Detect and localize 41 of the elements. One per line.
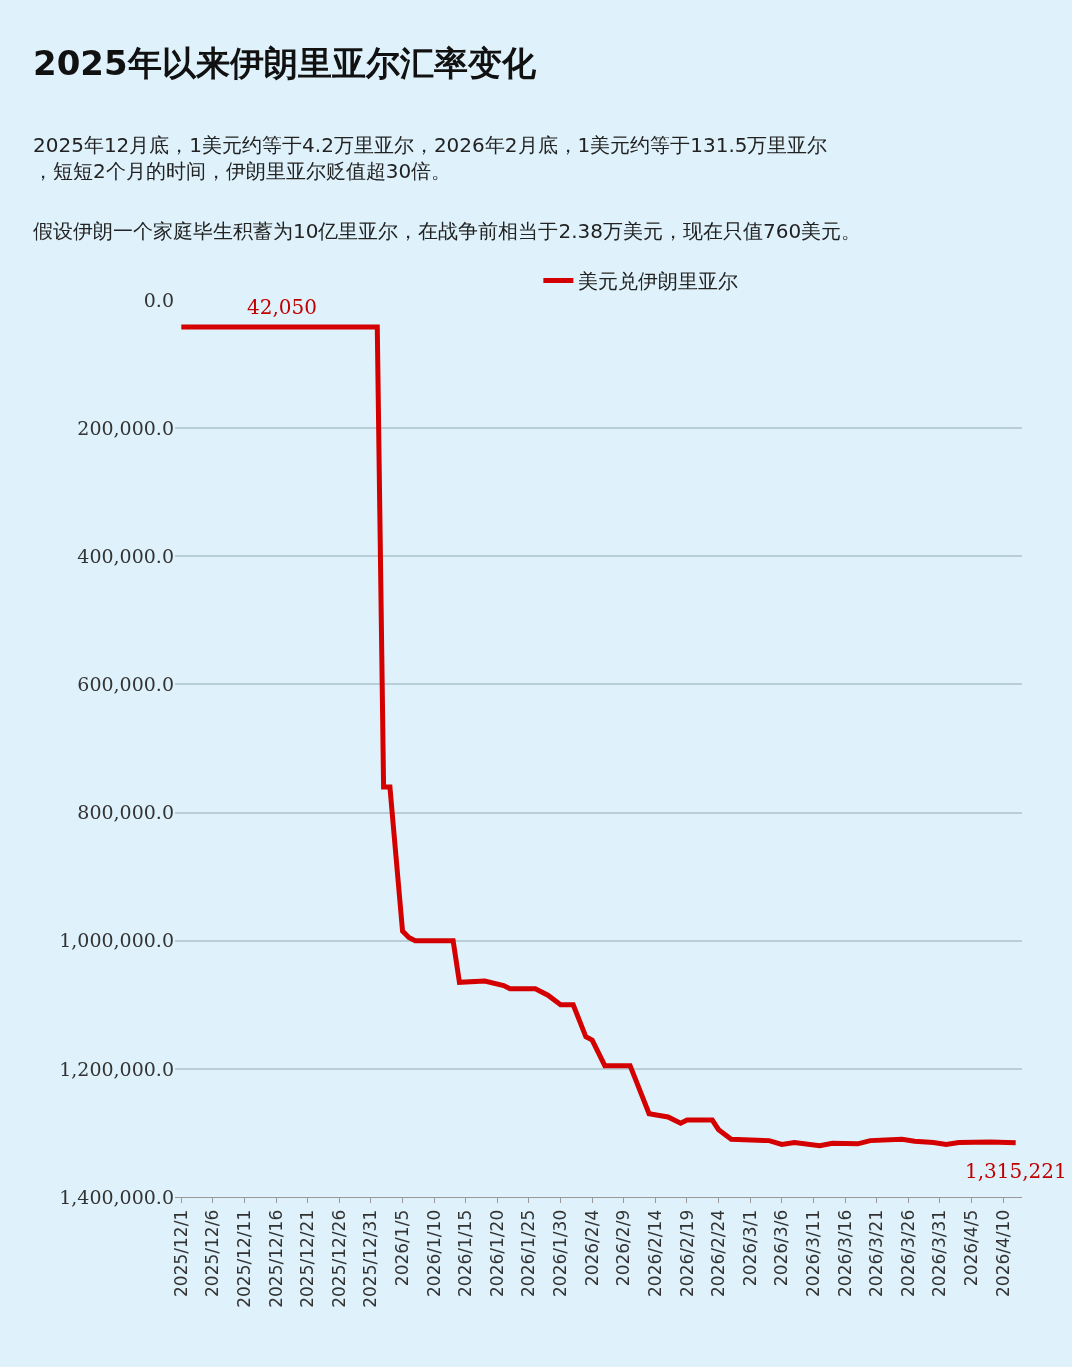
chart-title: 2025年以来伊朗里亚尔汇率变化 [33,43,537,83]
x-tick-label: 2026/1/5 [392,1209,413,1287]
x-tick-label: 2025/12/6 [202,1209,223,1297]
x-tick-label: 2026/2/4 [581,1209,602,1287]
y-tick-label: 600,000.0 [77,673,174,696]
text: 假设伊朗一个家庭毕生积蓄为10亿里亚尔，在战争前相当于2.38万美元，现在只值760美元。 [33,219,862,243]
x-tick-label: 2025/12/11 [234,1209,255,1308]
x-tick-label: 2026/1/30 [550,1209,571,1297]
annotation: 1,315,221 [965,1159,1067,1183]
y-tick-label: 400,000.0 [77,544,174,567]
annotation: 42,050 [247,295,317,319]
x-tick-label: 2026/3/1 [739,1209,760,1287]
x-tick-label: 2026/3/11 [802,1209,823,1297]
x-tick-label: 2026/1/25 [518,1209,539,1297]
y-tick-label: 1,000,000.0 [59,929,174,952]
x-tick-label: 2026/2/19 [676,1209,697,1297]
x-tick-label: 2026/2/24 [708,1209,729,1297]
x-tick-label: 2026/1/10 [423,1209,444,1297]
x-tick-label: 2026/3/6 [771,1209,792,1287]
x-tick-label: 2025/12/21 [297,1209,318,1308]
y-tick-label: 1,200,000.0 [59,1057,174,1080]
x-tick-label: 2025/12/1 [170,1209,191,1297]
x-tick-label: 2026/3/21 [866,1209,887,1297]
x-tick-label: 2026/4/5 [960,1209,981,1287]
chart-subtitle: 2025年12月底，1美元约等于4.2万里亚尔，2026年2月底，1美元约等于131.5万里亚尔，短短2个月的时间，伊朗里亚尔贬值超30倍。 [33,133,828,183]
x-tick-label: 2025/12/16 [265,1209,286,1308]
y-tick-label: 800,000.0 [77,801,174,824]
x-tick-label: 2026/1/20 [486,1209,507,1297]
x-tick-label: 2025/12/31 [360,1209,381,1308]
y-tick-label: 0.0 [143,288,174,311]
x-tick-label: 2026/4/10 [992,1209,1013,1297]
x-tick-label: 2026/1/15 [455,1209,476,1297]
y-tick-label: 1,400,000.0 [59,1185,174,1208]
x-tick-label: 2026/3/26 [897,1209,918,1297]
x-tick-label: 2025/12/26 [328,1209,349,1308]
y-tick-label: 200,000.0 [77,416,174,439]
x-tick-label: 2026/2/9 [613,1209,634,1287]
x-tick-label: 2026/3/16 [834,1209,855,1297]
x-tick-label: 2026/2/14 [644,1209,665,1297]
x-tick-label: 2026/3/31 [929,1209,950,1297]
legend-label: 美元兑伊朗里亚尔 [578,269,739,294]
